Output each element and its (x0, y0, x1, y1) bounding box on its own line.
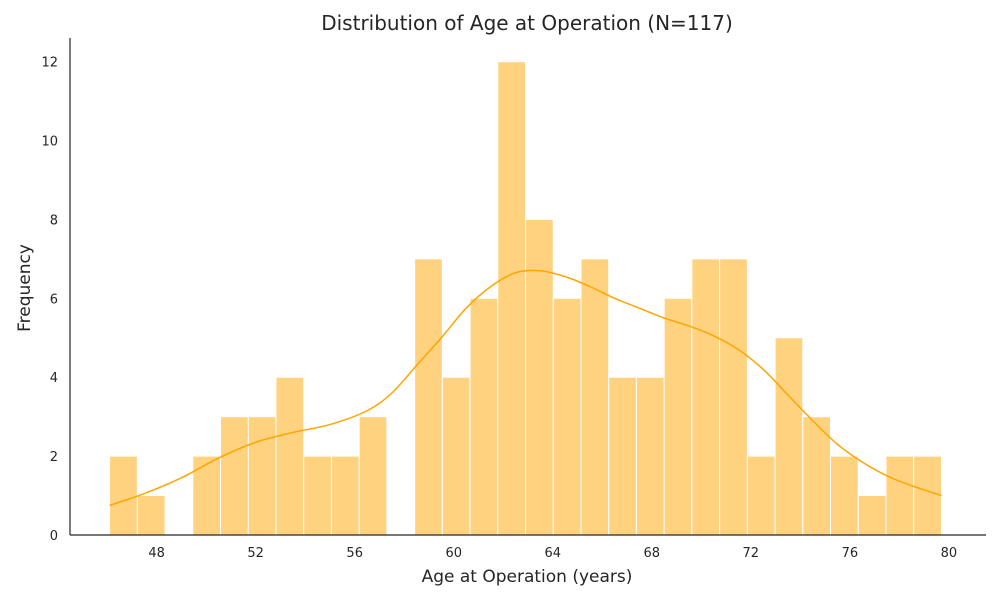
x-tick-label: 80 (941, 546, 958, 561)
histogram-bar (192, 455, 222, 536)
y-tick-label: 0 (50, 529, 58, 544)
histogram-bar (330, 455, 360, 536)
y-tick-label: 12 (41, 56, 58, 71)
x-tick-label: 60 (445, 546, 462, 561)
y-tick-label: 8 (50, 213, 58, 228)
histogram-bar (220, 416, 249, 536)
histogram-bar (580, 258, 610, 536)
histogram-bar (691, 258, 721, 536)
histogram-bar (774, 337, 804, 536)
histogram-bar (552, 297, 582, 536)
y-tick-label: 2 (50, 450, 58, 465)
histogram-bar (109, 455, 138, 536)
chart-title: Distribution of Age at Operation (N=117) (321, 11, 733, 35)
x-tick-label: 48 (148, 546, 165, 561)
histogram-bar (414, 258, 443, 536)
histogram-bar (525, 218, 554, 536)
histogram-bar (802, 416, 832, 536)
histogram-bar (497, 61, 527, 536)
histogram-bar (358, 416, 388, 536)
x-tick-label: 56 (346, 546, 363, 561)
y-axis-title: Frequency (15, 244, 35, 332)
y-ticks-group: 0 2 4 6 8 10 12 (41, 56, 58, 544)
y-tick-label: 4 (50, 371, 58, 386)
histogram-bar (469, 297, 499, 536)
y-tick-label: 10 (41, 135, 58, 150)
x-axis-title: Age at Operation (years) (422, 567, 633, 587)
histogram-bar (885, 455, 915, 536)
histogram-bar (830, 455, 859, 536)
histogram-bar (857, 495, 887, 536)
histogram-bar (746, 455, 776, 536)
x-tick-label: 68 (644, 546, 661, 561)
kde-curve (109, 269, 942, 507)
histogram-bar (719, 258, 748, 536)
histogram-bar (247, 416, 277, 536)
histogram-bar (275, 376, 305, 536)
bars-group (109, 61, 942, 536)
x-tick-label: 64 (544, 546, 561, 561)
histogram-bar (303, 455, 332, 536)
histogram-bar (441, 376, 471, 536)
y-tick-label: 6 (50, 292, 58, 307)
x-tick-label: 52 (247, 546, 264, 561)
x-tick-label: 76 (842, 546, 859, 561)
histogram-bar (913, 455, 942, 536)
histogram-bar (608, 376, 637, 536)
histogram-bar (635, 376, 665, 536)
x-tick-label: 72 (743, 546, 760, 561)
histogram-bar (136, 495, 166, 536)
histogram-bar (663, 297, 693, 536)
x-ticks-group: 48 52 56 60 64 68 72 76 80 (148, 546, 957, 561)
